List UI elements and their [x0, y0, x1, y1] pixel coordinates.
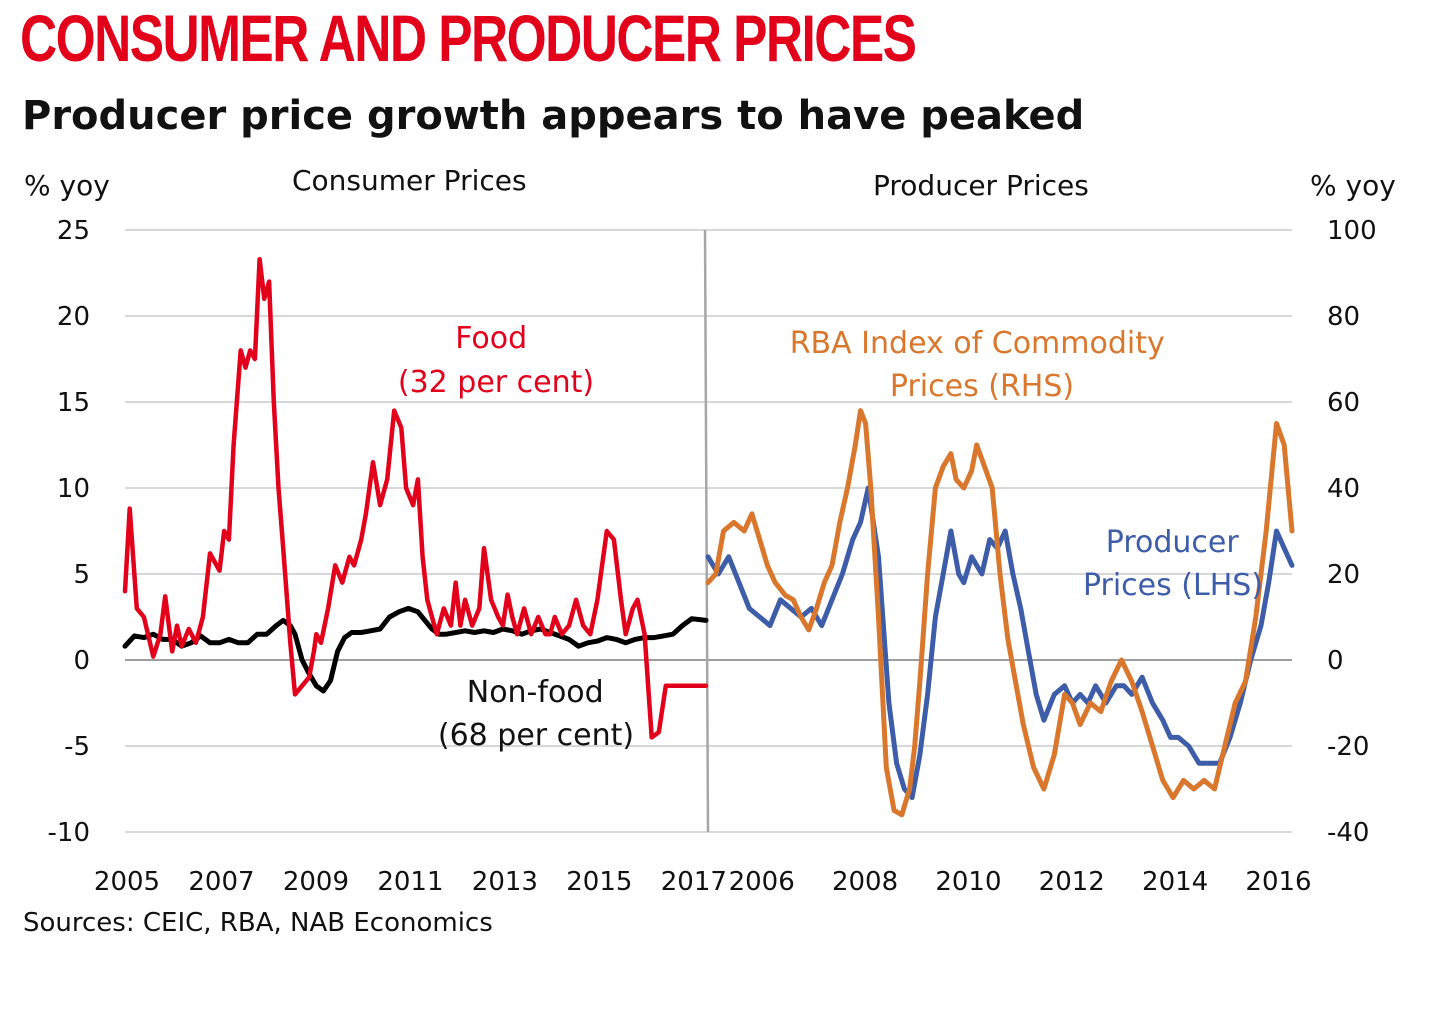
chart-subtitle: Producer price growth appears to have pe…	[22, 93, 1085, 139]
x-tick-label: 2014	[1142, 867, 1208, 897]
right-x-axis: 2006 2008 2010 2012 2014 2016	[729, 867, 1312, 897]
left-axis-unit-label: % yoy	[24, 169, 110, 202]
y-tick-label: 20	[1327, 560, 1360, 590]
x-tick-label: 2009	[283, 867, 349, 897]
y-tick-label: -5	[64, 732, 90, 762]
food-series-label: Food (32 per cent)	[398, 321, 594, 400]
y-tick-label: 40	[1327, 474, 1360, 504]
x-tick-label: 2012	[1039, 867, 1105, 897]
left-panel-title: Consumer Prices	[292, 164, 527, 197]
left-x-axis: 2005 2007 2009 2011 2013 2015 2017	[94, 867, 727, 897]
x-tick-label: 2008	[832, 867, 898, 897]
x-tick-label: 2005	[94, 867, 160, 897]
x-tick-label: 2007	[188, 867, 254, 897]
panel-divider	[703, 229, 710, 833]
producer-series-line	[705, 485, 1295, 801]
y-tick-label: 15	[57, 388, 90, 418]
x-tick-label: 2017	[661, 867, 727, 897]
food-series-line	[122, 256, 709, 740]
y-tick-label: 0	[1327, 646, 1344, 676]
sources-note: Sources: CEIC, RBA, NAB Economics	[23, 908, 493, 938]
nonfood-series-label: Non-food (68 per cent)	[438, 675, 634, 753]
right-axis-unit-label: % yoy	[1310, 169, 1396, 202]
x-tick-label: 2006	[729, 867, 795, 897]
nonfood-series-line	[122, 605, 709, 694]
y-tick-label: -40	[1327, 818, 1369, 848]
right-y-axis: 100 80 60 40 20 0 -20 -40	[1327, 216, 1377, 848]
y-tick-label: 20	[57, 302, 90, 332]
chart-title: CONSUMER AND PRODUCER PRICES	[20, 1, 917, 75]
x-tick-label: 2011	[377, 867, 443, 897]
y-tick-label: 0	[73, 646, 90, 676]
commodity-series-label: RBA Index of Commodity Prices (RHS)	[790, 326, 1175, 404]
left-y-axis: 25 20 15 10 5 0 -5 -10	[48, 216, 90, 848]
x-tick-label: 2016	[1245, 867, 1311, 897]
y-tick-label: -10	[48, 818, 90, 848]
y-tick-label: 10	[57, 474, 90, 504]
y-tick-label: 100	[1327, 216, 1377, 246]
x-tick-label: 2015	[566, 867, 632, 897]
y-tick-label: -20	[1327, 732, 1369, 762]
x-tick-label: 2010	[935, 867, 1001, 897]
right-panel-title: Producer Prices	[873, 169, 1089, 202]
commodity-series-line	[705, 408, 1295, 818]
x-tick-label: 2013	[472, 867, 538, 897]
y-tick-label: 5	[73, 560, 90, 590]
producer-series-label: Producer Prices (LHS)	[1083, 525, 1263, 603]
y-tick-label: 25	[57, 216, 90, 246]
y-tick-label: 60	[1327, 388, 1360, 418]
y-tick-label: 80	[1327, 302, 1360, 332]
